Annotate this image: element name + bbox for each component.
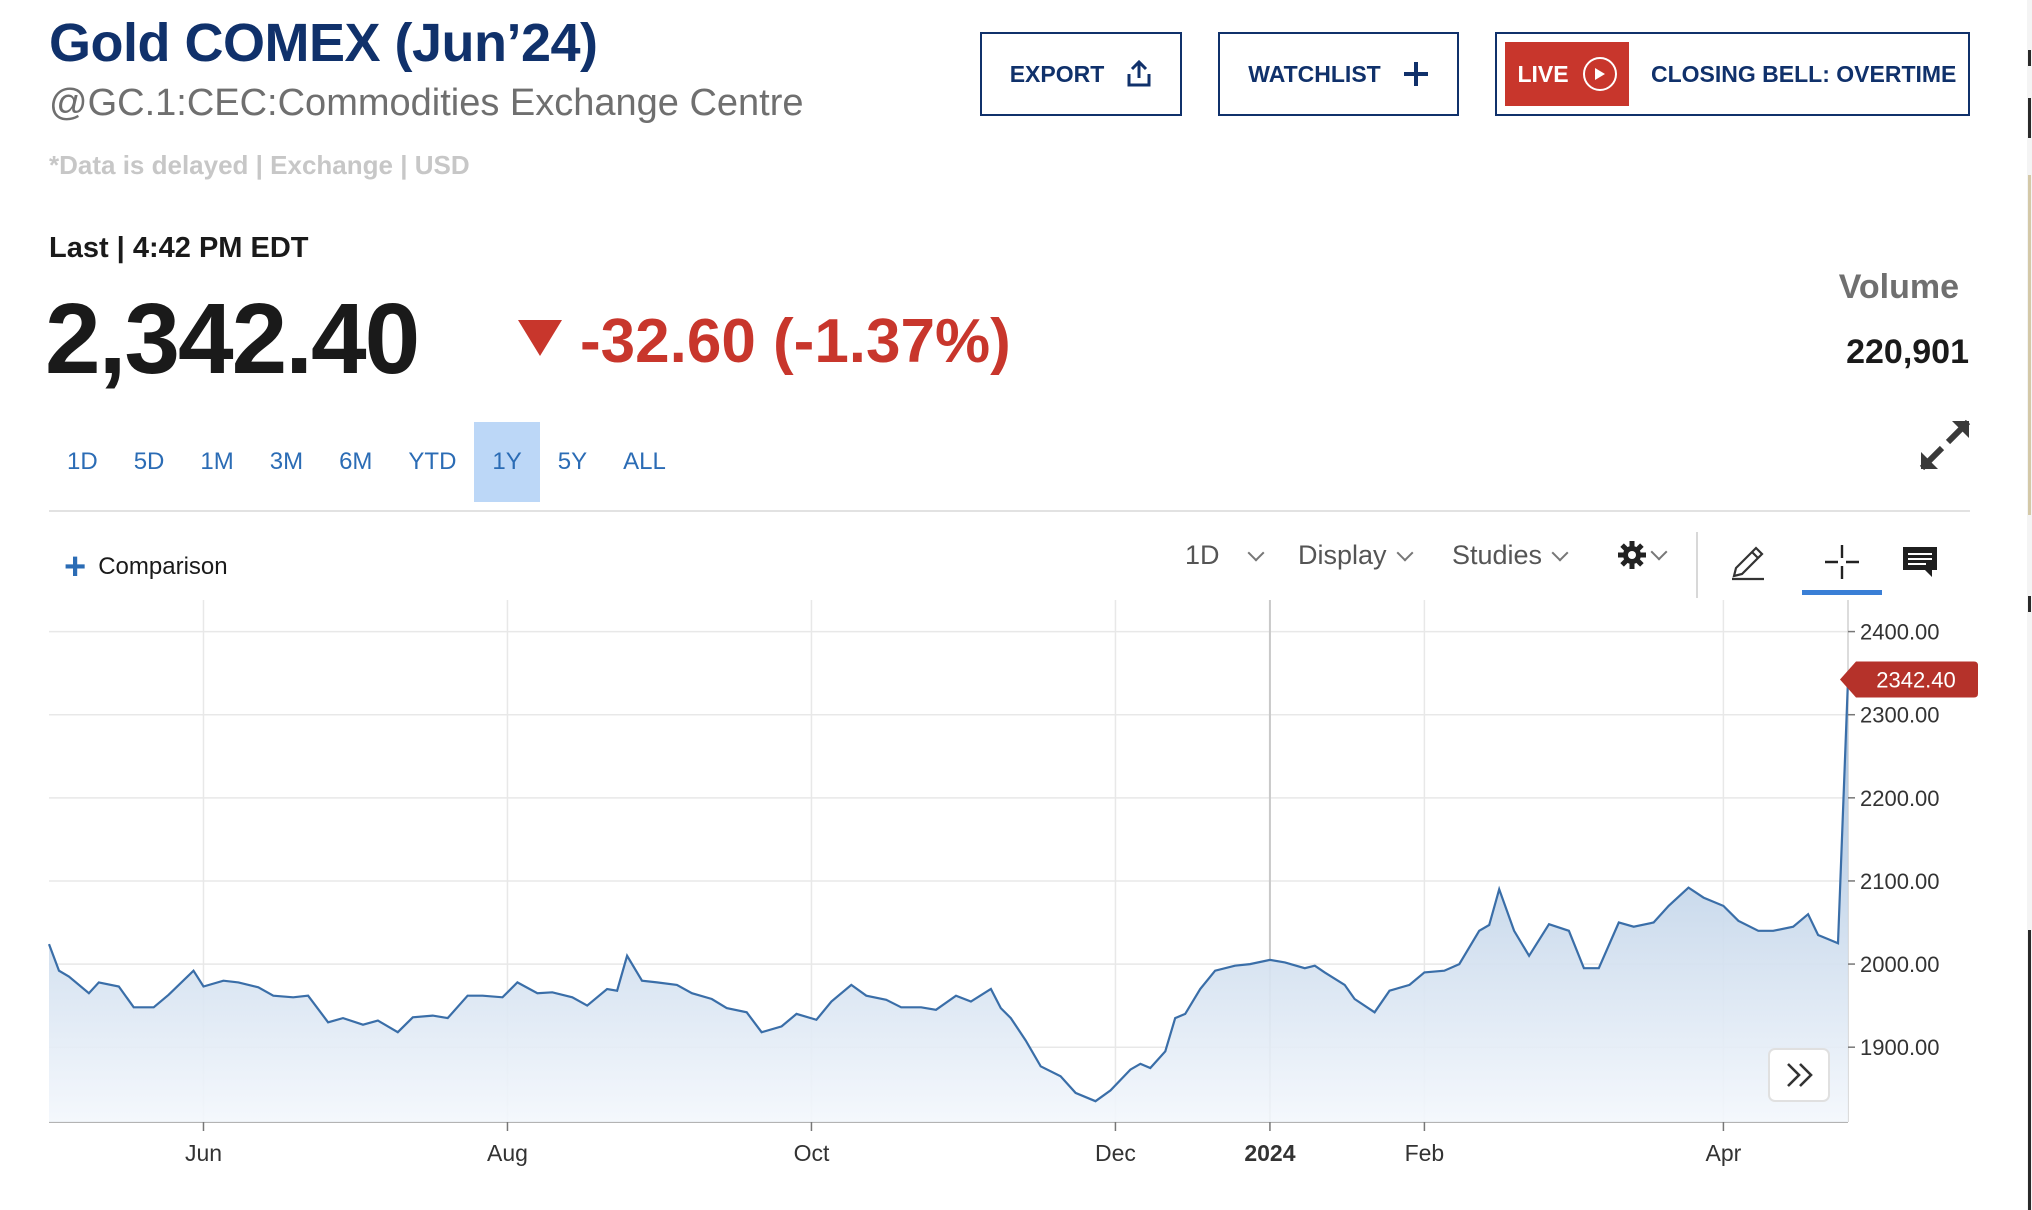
- x-tick-label: Oct: [794, 1140, 830, 1166]
- play-icon: [1582, 57, 1617, 91]
- range-6m[interactable]: 6M: [339, 448, 373, 475]
- range-1d[interactable]: 1D: [67, 448, 98, 475]
- volume-label: Volume: [1838, 268, 1959, 306]
- last-trade-time: Last | 4:42 PM EDT: [49, 232, 309, 264]
- closing-bell-label: CLOSING BELL: OVERTIME: [1651, 60, 1957, 87]
- range-5y[interactable]: 5Y: [557, 448, 588, 475]
- volume-value: 220,901: [1846, 333, 1969, 371]
- interval-label: 1D: [1185, 540, 1220, 570]
- export-icon: [1127, 60, 1151, 87]
- range-1m[interactable]: 1M: [200, 448, 234, 475]
- toolbar-separator: [1696, 532, 1698, 598]
- x-tick-label: Dec: [1095, 1140, 1136, 1166]
- data-delay-note: *Data is delayed | Exchange | USD: [49, 150, 470, 180]
- display-dropdown[interactable]: Display: [1298, 540, 1414, 571]
- y-tick-label: 2100.00: [1860, 869, 1940, 894]
- comment-icon: [1903, 547, 1937, 577]
- live-label: LIVE: [1517, 60, 1569, 87]
- active-tool-indicator: [1802, 590, 1882, 595]
- settings-dropdown[interactable]: [1617, 540, 1668, 570]
- scroll-right-button[interactable]: [1768, 1048, 1830, 1102]
- x-tick-label: Feb: [1405, 1140, 1445, 1166]
- double-chevron-right-icon: [1787, 1063, 1813, 1087]
- price-line: [47, 679, 1850, 1103]
- exchange-subtitle: @GC.1:CEC:Commodities Exchange Centre: [49, 82, 804, 124]
- y-tick-label: 2400.00: [1860, 620, 1940, 645]
- watchlist-button[interactable]: WATCHLIST: [1218, 32, 1459, 116]
- x-tick-label: Apr: [1706, 1140, 1742, 1166]
- plus-icon: [1403, 62, 1428, 86]
- display-label: Display: [1298, 540, 1387, 570]
- y-tick-label: 2200.00: [1860, 786, 1940, 811]
- comparison-label: Comparison: [98, 553, 228, 580]
- expand-icon[interactable]: [1918, 418, 1972, 472]
- x-tick-label: Jun: [185, 1140, 222, 1166]
- range-3m[interactable]: 3M: [269, 448, 304, 475]
- export-label: EXPORT: [1009, 60, 1105, 87]
- plus-icon: +: [64, 546, 87, 588]
- watchlist-label: WATCHLIST: [1248, 60, 1381, 87]
- price-area-fill: [49, 679, 1848, 1122]
- interval-dropdown[interactable]: 1D: [1185, 540, 1265, 571]
- x-tick-label: Aug: [487, 1140, 528, 1166]
- last-price: 2,342.40: [45, 283, 420, 395]
- down-arrow-icon: [518, 320, 562, 356]
- draw-tool-button[interactable]: [1716, 532, 1780, 592]
- right-edge-strip: [2027, 0, 2032, 1210]
- export-button[interactable]: EXPORT: [980, 32, 1182, 116]
- last-value-label: 2342.40: [1876, 667, 1956, 692]
- crosshair-icon: [1825, 545, 1859, 579]
- time-range-selector: 1D 5D 1M 3M 6M YTD 1Y 5Y ALL: [49, 422, 684, 502]
- y-tick-label: 2300.00: [1860, 703, 1940, 728]
- y-tick-label: 1900.00: [1860, 1035, 1940, 1060]
- crosshair-tool-button[interactable]: [1802, 532, 1882, 592]
- page-title: Gold COMEX (Jun’24): [49, 13, 598, 73]
- last-value-flag: 2342.40: [1840, 661, 1978, 698]
- live-badge: LIVE: [1505, 42, 1629, 106]
- closing-bell-live-button[interactable]: LIVE CLOSING BELL: OVERTIME: [1495, 32, 1970, 116]
- range-5d[interactable]: 5D: [133, 448, 165, 475]
- y-tick-label: 2000.00: [1860, 952, 1940, 977]
- studies-dropdown[interactable]: Studies: [1452, 540, 1569, 571]
- x-tick-label: 2024: [1244, 1140, 1295, 1166]
- pencil-icon: [1732, 546, 1764, 581]
- price-change: -32.60 (-1.37%): [580, 307, 1011, 376]
- range-1y[interactable]: 1Y: [474, 422, 540, 502]
- range-all[interactable]: ALL: [623, 448, 666, 475]
- comment-tool-button[interactable]: [1888, 532, 1952, 592]
- comparison-button[interactable]: + Comparison: [64, 548, 228, 586]
- range-ytd[interactable]: YTD: [408, 448, 457, 475]
- toolbar-divider: [49, 510, 1970, 512]
- studies-label: Studies: [1452, 540, 1543, 570]
- gear-icon: [1618, 541, 1646, 569]
